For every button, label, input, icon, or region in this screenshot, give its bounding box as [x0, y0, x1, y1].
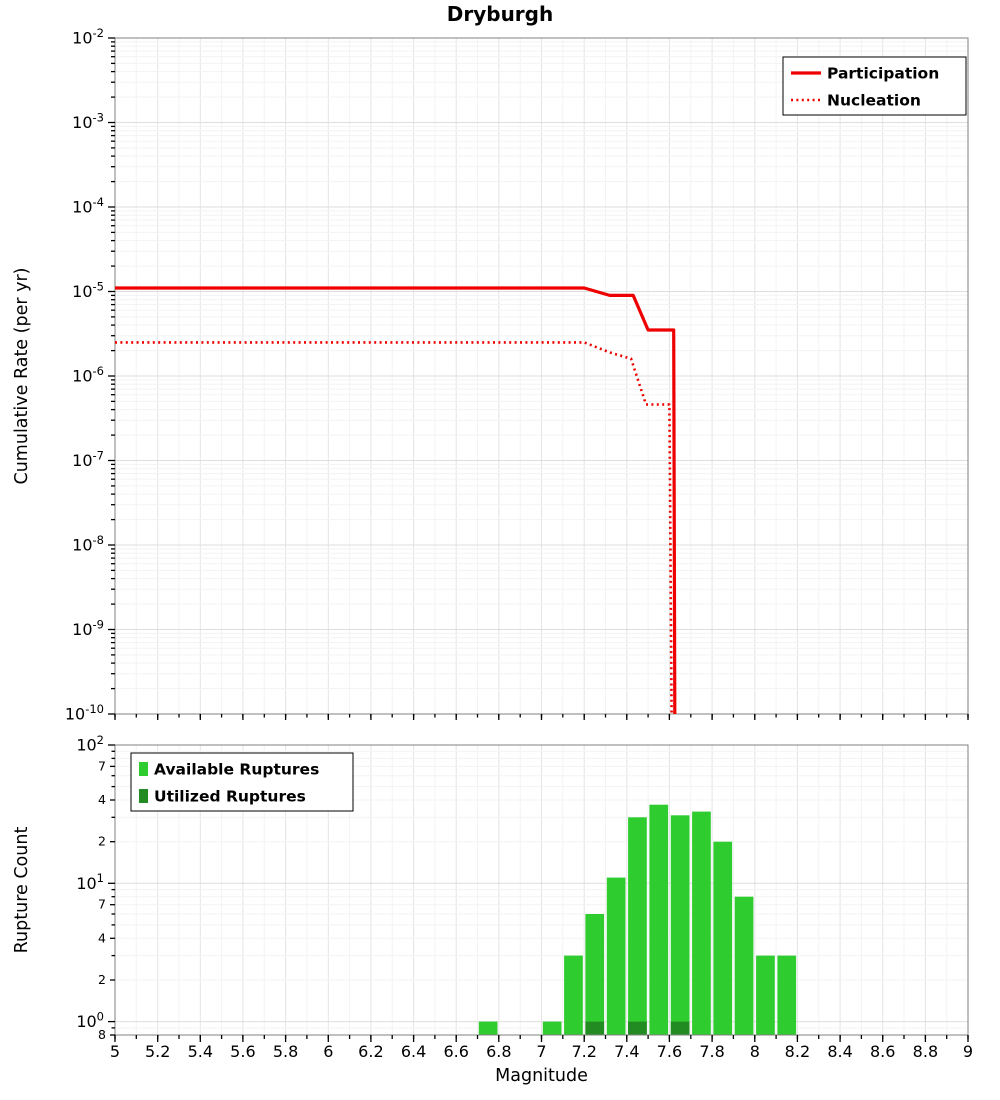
- svg-text:10-10: 10-10: [65, 702, 104, 724]
- svg-text:6.2: 6.2: [358, 1042, 383, 1061]
- top-legend: Participation Nucleation: [782, 56, 967, 116]
- svg-text:8: 8: [750, 1042, 760, 1061]
- svg-text:10-2: 10-2: [72, 26, 104, 48]
- svg-text:7.6: 7.6: [657, 1042, 682, 1061]
- svg-text:Nucleation: Nucleation: [827, 92, 921, 110]
- svg-text:5.6: 5.6: [230, 1042, 255, 1061]
- available-ruptures-bars: [478, 804, 797, 1035]
- svg-text:9: 9: [963, 1042, 973, 1061]
- svg-text:102: 102: [76, 733, 104, 755]
- axis-tick-labels: 10-2 10-3 10-4 10-5 10-6 10-7 10-8 10-9 10-10 102…: [65, 26, 973, 1061]
- svg-text:8.6: 8.6: [870, 1042, 895, 1061]
- bottom-legend: Available Ruptures Utilized Ruptures: [130, 752, 354, 812]
- svg-text:101: 101: [76, 871, 104, 893]
- svg-text:5.2: 5.2: [145, 1042, 170, 1061]
- svg-text:8.8: 8.8: [913, 1042, 938, 1061]
- svg-text:10-3: 10-3: [72, 110, 104, 132]
- svg-text:Available Ruptures: Available Ruptures: [154, 761, 319, 779]
- svg-text:8.4: 8.4: [827, 1042, 852, 1061]
- svg-text:6: 6: [323, 1042, 333, 1061]
- svg-text:2: 2: [98, 972, 106, 987]
- svg-text:100: 100: [76, 1009, 104, 1031]
- svg-text:4: 4: [98, 792, 106, 807]
- svg-text:7.8: 7.8: [699, 1042, 724, 1061]
- svg-text:10-7: 10-7: [72, 448, 104, 470]
- svg-text:10-9: 10-9: [72, 617, 104, 639]
- svg-text:Participation: Participation: [827, 65, 939, 83]
- svg-text:5: 5: [110, 1042, 120, 1061]
- axis-ticks: [108, 37, 969, 1042]
- bottom-grid: [115, 745, 968, 1035]
- svg-text:10-6: 10-6: [72, 364, 104, 386]
- participation-line: [115, 286, 677, 715]
- svg-text:2: 2: [98, 834, 106, 849]
- svg-text:Utilized Ruptures: Utilized Ruptures: [154, 788, 306, 806]
- svg-text:7: 7: [98, 897, 106, 912]
- x-axis-label: Magnitude: [495, 1066, 588, 1086]
- svg-text:8.2: 8.2: [785, 1042, 810, 1061]
- utilized-ruptures-bars: [585, 1021, 690, 1035]
- svg-text:7: 7: [536, 1042, 546, 1061]
- svg-text:4: 4: [98, 930, 106, 945]
- svg-text:6.8: 6.8: [486, 1042, 511, 1061]
- svg-text:10-8: 10-8: [72, 533, 104, 555]
- svg-text:7.2: 7.2: [571, 1042, 596, 1061]
- svg-text:7.4: 7.4: [614, 1042, 639, 1061]
- svg-text:10-4: 10-4: [72, 195, 104, 217]
- top-grid: [115, 38, 968, 714]
- svg-text:6.6: 6.6: [443, 1042, 468, 1061]
- chart-title: Dryburgh: [446, 2, 554, 26]
- svg-text:8: 8: [98, 1027, 106, 1042]
- svg-text:5.8: 5.8: [273, 1042, 298, 1061]
- nucleation-line: [115, 341, 673, 715]
- svg-text:5.4: 5.4: [188, 1042, 213, 1061]
- svg-text:7: 7: [98, 758, 106, 773]
- svg-text:10-5: 10-5: [72, 279, 104, 301]
- svg-text:6.4: 6.4: [401, 1042, 426, 1061]
